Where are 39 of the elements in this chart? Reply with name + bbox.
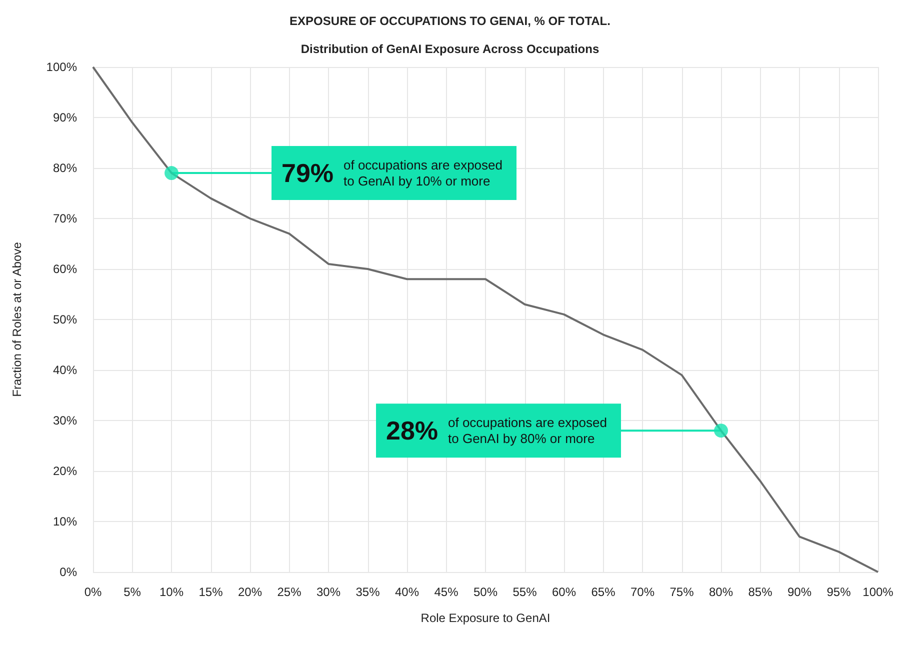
x-tick-label: 80%: [708, 585, 734, 599]
y-tick-label: 50%: [52, 312, 78, 326]
y-tick-label: 100%: [46, 60, 78, 74]
annotation: 28% of occupations are exposed to GenAI by 80% or more: [386, 415, 611, 446]
y-tick-label: 90%: [52, 110, 78, 124]
x-tick-label: 45%: [434, 585, 459, 599]
x-tick-label: 90%: [787, 585, 812, 599]
x-tick-label: 5%: [124, 585, 142, 599]
x-tick-label: 100%: [862, 585, 894, 599]
x-tick-label: 60%: [552, 585, 576, 599]
x-tick-label: 65%: [591, 585, 616, 599]
x-tick-label: 0%: [84, 585, 102, 599]
y-tick-label: 0%: [60, 565, 78, 579]
x-tick-label: 50%: [473, 585, 498, 599]
x-tick-label: 20%: [238, 585, 262, 599]
y-tick-label: 30%: [52, 414, 78, 428]
annotation: 79% of occupations are exposed to GenAI by 10% or more: [282, 158, 506, 189]
x-tick-label: 75%: [670, 585, 694, 599]
x-tick-label: 10%: [159, 585, 184, 599]
y-tick-label: 40%: [52, 363, 78, 377]
y-tick-label: 10%: [52, 514, 78, 528]
y-tick-label: 60%: [52, 262, 78, 276]
x-tick-label: 25%: [277, 585, 302, 599]
x-tick-label: 95%: [826, 585, 852, 599]
x-tick-label: 70%: [630, 585, 655, 599]
line-series: [92, 66, 879, 573]
y-tick-label: 70%: [52, 212, 78, 226]
x-tick-label: 85%: [748, 585, 773, 599]
chart-title: EXPOSURE OF OCCUPATIONS TO GENAI, % OF TOTAL.: [290, 14, 610, 28]
x-tick-label: 35%: [356, 585, 380, 599]
y-tick-label: 20%: [52, 464, 78, 478]
x-axis-title: Role Exposure to GenAI: [420, 611, 550, 625]
chart-subtitle: Distribution of GenAI Exposure Across Occupations: [300, 42, 600, 56]
x-tick-label: 15%: [198, 585, 224, 599]
y-tick-label: 80%: [52, 161, 78, 175]
x-tick-label: 55%: [512, 585, 538, 599]
y-axis-title: Fraction of Roles at or Above: [10, 242, 24, 397]
x-tick-label: 40%: [394, 585, 420, 599]
x-tick-label: 30%: [316, 585, 341, 599]
